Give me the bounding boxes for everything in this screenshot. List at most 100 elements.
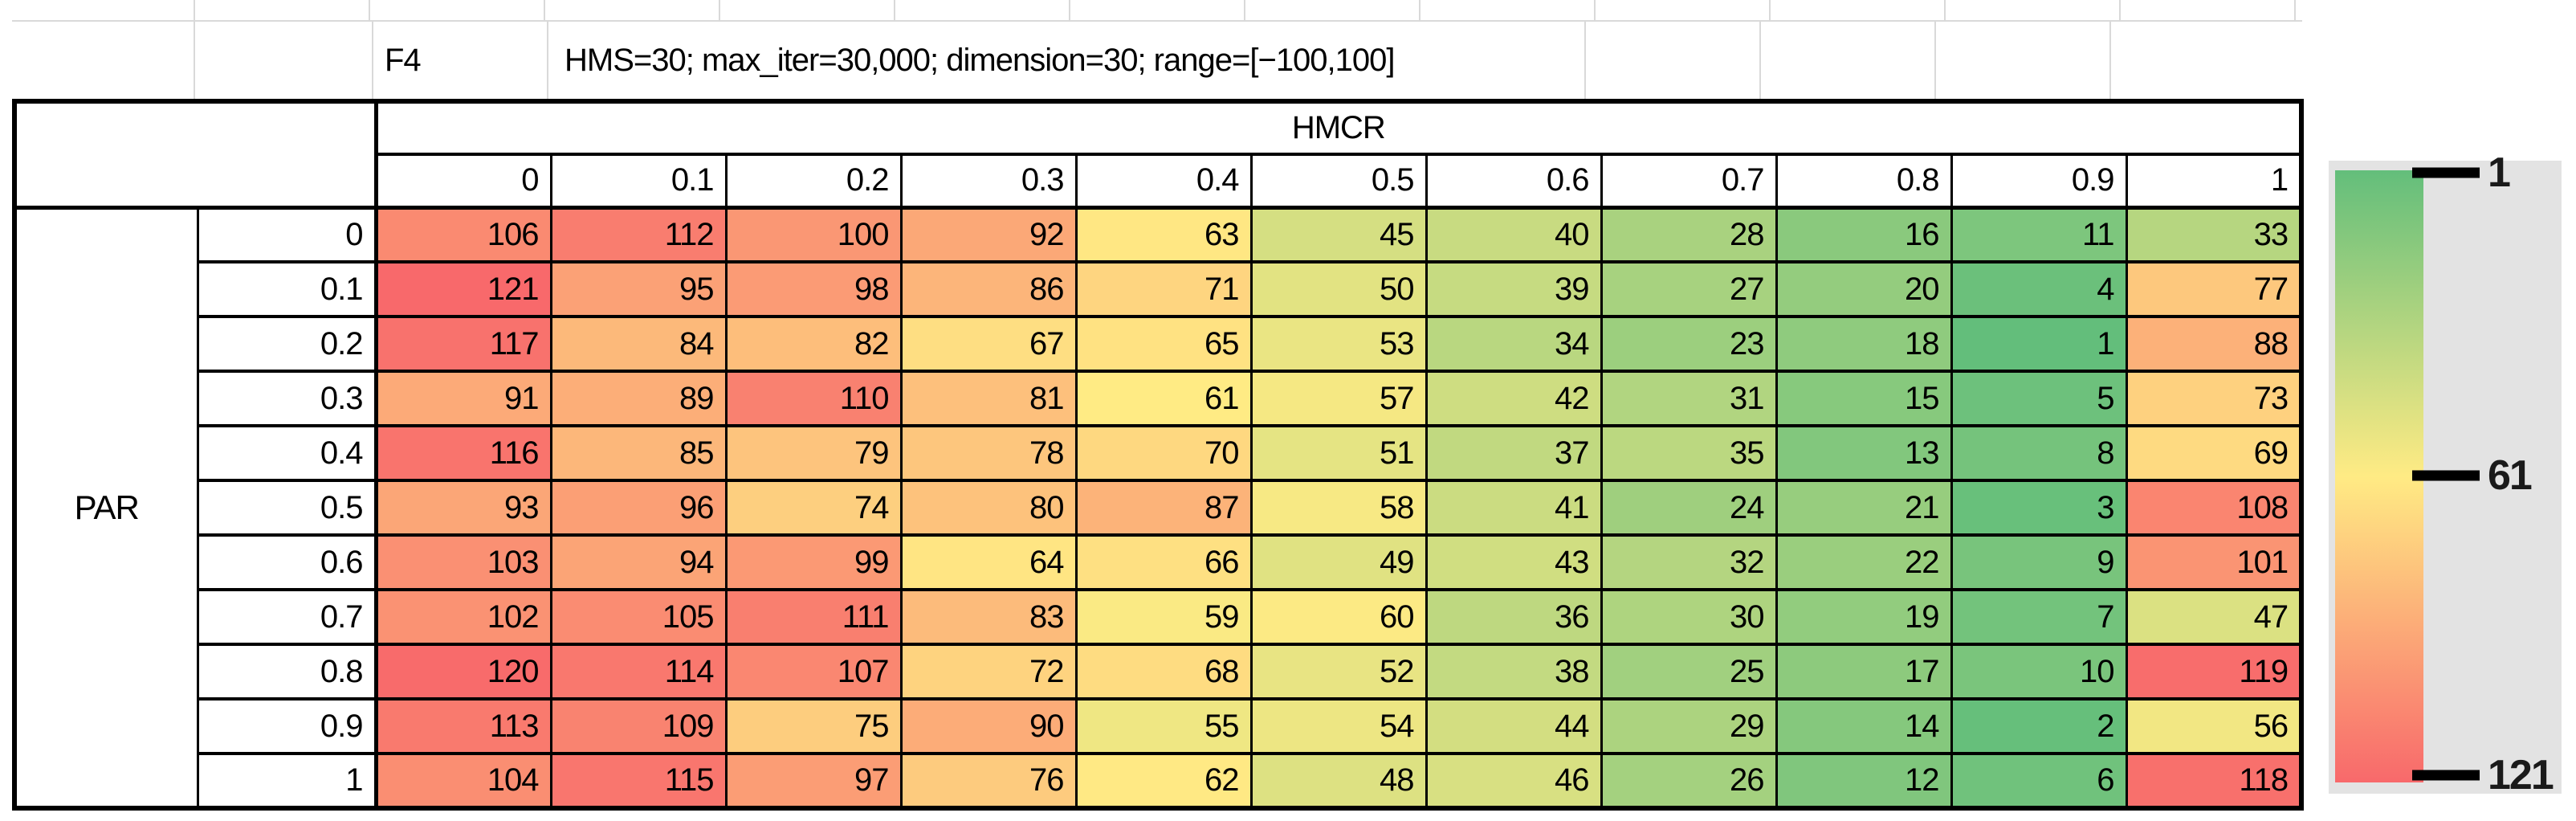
cell-hmcr-0.2-par-0.1[interactable]: 98 — [724, 260, 903, 318]
par-tick-0.1[interactable]: 0.1 — [196, 260, 378, 318]
hmcr-tick-0.7[interactable]: 0.7 — [1600, 153, 1778, 210]
cell-hmcr-0.9-par-0.8[interactable]: 10 — [1950, 643, 2128, 701]
cell-hmcr-0.5-par-0.7[interactable]: 60 — [1249, 588, 1428, 646]
cell-hmcr-0-par-0.4[interactable]: 116 — [374, 424, 552, 482]
hmcr-tick-0[interactable]: 0 — [374, 153, 552, 210]
cell-hmcr-0.8-par-0.2[interactable]: 18 — [1775, 315, 1953, 373]
cell-hmcr-1-par-0.1[interactable]: 77 — [2125, 260, 2303, 318]
cell-hmcr-1-par-0.4[interactable]: 69 — [2125, 424, 2303, 482]
cell-hmcr-0.9-par-0.2[interactable]: 1 — [1950, 315, 2128, 373]
cell-hmcr-0.5-par-0.1[interactable]: 50 — [1249, 260, 1428, 318]
cell-hmcr-0.6-par-0.5[interactable]: 41 — [1425, 479, 1603, 537]
cell-hmcr-0-par-0.8[interactable]: 120 — [374, 643, 552, 701]
cell-hmcr-0.8-par-0.6[interactable]: 22 — [1775, 533, 1953, 591]
cell-hmcr-0.9-par-0.6[interactable]: 9 — [1950, 533, 2128, 591]
par-tick-0.9[interactable]: 0.9 — [196, 697, 378, 755]
cell-hmcr-0.1-par-0.8[interactable]: 114 — [549, 643, 728, 701]
cell-hmcr-0.2-par-0.8[interactable]: 107 — [724, 643, 903, 701]
cell-hmcr-0.6-par-0.4[interactable]: 37 — [1425, 424, 1603, 482]
cell-hmcr-0.6-par-0.6[interactable]: 43 — [1425, 533, 1603, 591]
cell-hmcr-0.7-par-0.4[interactable]: 35 — [1600, 424, 1778, 482]
cell-hmcr-0.9-par-0.9[interactable]: 2 — [1950, 697, 2128, 755]
cell-hmcr-0.8-par-0[interactable]: 16 — [1775, 206, 1953, 263]
cell-hmcr-0.4-par-0.2[interactable]: 65 — [1074, 315, 1253, 373]
cell-hmcr-0.5-par-0.3[interactable]: 57 — [1249, 370, 1428, 427]
cell-hmcr-1-par-0.5[interactable]: 108 — [2125, 479, 2303, 537]
cell-hmcr-0-par-0.1[interactable]: 121 — [374, 260, 552, 318]
cell-hmcr-0.4-par-0.3[interactable]: 61 — [1074, 370, 1253, 427]
hmcr-tick-0.9[interactable]: 0.9 — [1950, 153, 2128, 210]
par-tick-0.3[interactable]: 0.3 — [196, 370, 378, 427]
cell-hmcr-0.3-par-0[interactable]: 92 — [899, 206, 1078, 263]
cell-hmcr-0.7-par-0.6[interactable]: 32 — [1600, 533, 1778, 591]
cell-hmcr-0.1-par-0.3[interactable]: 89 — [549, 370, 728, 427]
par-tick-0.2[interactable]: 0.2 — [196, 315, 378, 373]
cell-hmcr-0.3-par-0.7[interactable]: 83 — [899, 588, 1078, 646]
hmcr-tick-0.8[interactable]: 0.8 — [1775, 153, 1953, 210]
cell-hmcr-0.3-par-0.9[interactable]: 90 — [899, 697, 1078, 755]
cell-hmcr-0.5-par-1[interactable]: 48 — [1249, 752, 1428, 810]
cell-hmcr-0-par-0.5[interactable]: 93 — [374, 479, 552, 537]
cell-hmcr-0.3-par-0.2[interactable]: 67 — [899, 315, 1078, 373]
cell-hmcr-0.2-par-0.5[interactable]: 74 — [724, 479, 903, 537]
cell-hmcr-0.4-par-1[interactable]: 62 — [1074, 752, 1253, 810]
cell-hmcr-0.2-par-0.2[interactable]: 82 — [724, 315, 903, 373]
cell-hmcr-0.3-par-0.3[interactable]: 81 — [899, 370, 1078, 427]
hmcr-tick-0.2[interactable]: 0.2 — [724, 153, 903, 210]
cell-hmcr-0-par-0.9[interactable]: 113 — [374, 697, 552, 755]
cell-hmcr-0.5-par-0.2[interactable]: 53 — [1249, 315, 1428, 373]
cell-hmcr-0.2-par-0.3[interactable]: 110 — [724, 370, 903, 427]
hmcr-tick-1[interactable]: 1 — [2125, 153, 2303, 210]
cell-hmcr-0.9-par-1[interactable]: 6 — [1950, 752, 2128, 810]
cell-hmcr-0-par-0.6[interactable]: 103 — [374, 533, 552, 591]
cell-hmcr-0-par-0.2[interactable]: 117 — [374, 315, 552, 373]
cell-hmcr-1-par-1[interactable]: 118 — [2125, 752, 2303, 810]
cell-hmcr-0.5-par-0.4[interactable]: 51 — [1249, 424, 1428, 482]
cell-hmcr-0.8-par-0.8[interactable]: 17 — [1775, 643, 1953, 701]
cell-hmcr-0.7-par-0.5[interactable]: 24 — [1600, 479, 1778, 537]
cell-hmcr-0.6-par-0.7[interactable]: 36 — [1425, 588, 1603, 646]
cell-hmcr-0.6-par-0.8[interactable]: 38 — [1425, 643, 1603, 701]
par-tick-1[interactable]: 1 — [196, 752, 378, 810]
cell-hmcr-0.4-par-0.7[interactable]: 59 — [1074, 588, 1253, 646]
cell-hmcr-0.7-par-0.2[interactable]: 23 — [1600, 315, 1778, 373]
cell-hmcr-0.8-par-0.7[interactable]: 19 — [1775, 588, 1953, 646]
cell-hmcr-0.7-par-1[interactable]: 26 — [1600, 752, 1778, 810]
cell-hmcr-0.3-par-1[interactable]: 76 — [899, 752, 1078, 810]
cell-hmcr-0.8-par-0.9[interactable]: 14 — [1775, 697, 1953, 755]
title-empty-cell-f[interactable] — [2111, 22, 2302, 99]
cell-hmcr-0.3-par-0.4[interactable]: 78 — [899, 424, 1078, 482]
cell-hmcr-1-par-0.6[interactable]: 101 — [2125, 533, 2303, 591]
title-empty-cell-c[interactable] — [1586, 22, 1761, 99]
cell-hmcr-0.1-par-0[interactable]: 112 — [549, 206, 728, 263]
cell-hmcr-0.6-par-1[interactable]: 46 — [1425, 752, 1603, 810]
cell-hmcr-0.2-par-0.7[interactable]: 111 — [724, 588, 903, 646]
cell-hmcr-0.4-par-0.6[interactable]: 66 — [1074, 533, 1253, 591]
hmcr-header[interactable]: HMCR — [374, 100, 2303, 156]
title-empty-cell-d[interactable] — [1761, 22, 1936, 99]
cell-hmcr-1-par-0[interactable]: 33 — [2125, 206, 2303, 263]
cell-hmcr-0.1-par-0.2[interactable]: 84 — [549, 315, 728, 373]
function-label-cell[interactable]: F4 — [373, 22, 548, 99]
cell-hmcr-0.4-par-0.4[interactable]: 70 — [1074, 424, 1253, 482]
cell-hmcr-0.7-par-0.9[interactable]: 29 — [1600, 697, 1778, 755]
cell-hmcr-0.5-par-0.8[interactable]: 52 — [1249, 643, 1428, 701]
cell-hmcr-0.8-par-0.5[interactable]: 21 — [1775, 479, 1953, 537]
hmcr-tick-0.4[interactable]: 0.4 — [1074, 153, 1253, 210]
cell-hmcr-0.2-par-0.9[interactable]: 75 — [724, 697, 903, 755]
cell-hmcr-0.4-par-0[interactable]: 63 — [1074, 206, 1253, 263]
settings-cell[interactable]: HMS=30; max_iter=30,000; dimension=30; r… — [548, 22, 1586, 99]
par-tick-0.5[interactable]: 0.5 — [196, 479, 378, 537]
cell-hmcr-0-par-0.7[interactable]: 102 — [374, 588, 552, 646]
cell-hmcr-0.2-par-1[interactable]: 97 — [724, 752, 903, 810]
cell-hmcr-0.5-par-0[interactable]: 45 — [1249, 206, 1428, 263]
cell-hmcr-0.6-par-0.3[interactable]: 42 — [1425, 370, 1603, 427]
cell-hmcr-0.3-par-0.6[interactable]: 64 — [899, 533, 1078, 591]
cell-hmcr-0.9-par-0.7[interactable]: 7 — [1950, 588, 2128, 646]
cell-hmcr-0.1-par-0.6[interactable]: 94 — [549, 533, 728, 591]
cell-hmcr-0-par-0[interactable]: 106 — [374, 206, 552, 263]
cell-hmcr-0-par-0.3[interactable]: 91 — [374, 370, 552, 427]
cell-hmcr-0.9-par-0.1[interactable]: 4 — [1950, 260, 2128, 318]
par-tick-0[interactable]: 0 — [196, 206, 378, 263]
cell-hmcr-0.5-par-0.5[interactable]: 58 — [1249, 479, 1428, 537]
